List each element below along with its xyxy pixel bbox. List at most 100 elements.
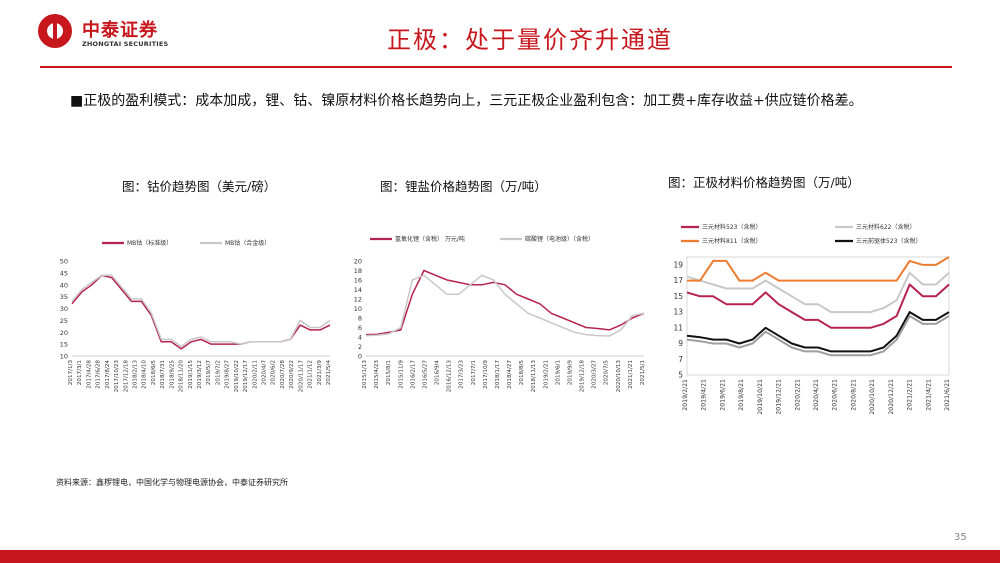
x-tick-label: 2021/5/1: [640, 360, 646, 386]
y-tick-label: 8: [358, 315, 362, 323]
y-tick-label: 4: [358, 334, 362, 342]
y-tick-label: 17: [673, 276, 683, 285]
y-tick-label: 10: [60, 353, 68, 361]
x-tick-label: 2018/6/5: [151, 360, 157, 386]
y-tick-label: 11: [673, 323, 683, 332]
x-tick-label: 2019/10/21: [757, 379, 764, 415]
x-tick-label: 2018/2/13: [133, 360, 139, 389]
x-tick-label: 2020/3/27: [592, 360, 598, 389]
y-tick-label: 10: [354, 305, 362, 313]
x-tick-label: 2017/7/1: [471, 360, 477, 386]
bullet-text: ■正极的盈利模式：成本加成，锂、钴、镍原材料价格长趋势向上，三元正极企业盈利包含…: [70, 93, 863, 109]
y-tick-label: 6: [358, 324, 362, 332]
logo-text-cn: 中泰证券: [82, 20, 158, 41]
y-tick-label: 40: [60, 281, 68, 289]
x-tick-label: 2020/2/11: [252, 360, 258, 389]
legend-label: 三元材料811（含税）: [702, 237, 761, 245]
company-logo: 中泰证券 ZHONGTAI SECURITIES: [38, 10, 228, 56]
x-tick-label: 2017/1/3: [68, 360, 74, 386]
x-tick-label: 2020/8/21: [850, 379, 857, 411]
y-tick-label: 15: [673, 292, 683, 301]
x-tick-label: 2021/1/12: [308, 360, 314, 389]
legend-label: 氢氧化锂（含税） 万元/吨: [395, 235, 465, 243]
y-tick-label: 20: [60, 329, 68, 337]
x-tick-label: 2021/4/21: [925, 379, 932, 411]
y-tick-label: 25: [60, 317, 68, 325]
series-line: [687, 256, 950, 282]
y-tick-label: 5: [678, 371, 683, 380]
x-tick-label: 2015/4/23: [374, 360, 380, 389]
y-tick-label: 7: [678, 355, 683, 364]
y-tick-label: 45: [60, 269, 68, 277]
x-tick-label: 2018/9/25: [169, 360, 175, 389]
page-number: 35: [954, 532, 967, 543]
legend-label: 三元材料523（含税）: [702, 223, 761, 231]
x-tick-label: 2017/8/24: [105, 360, 111, 389]
x-tick-label: 2019/4/21: [701, 379, 708, 411]
legend-label: 碳酸锂（电池级）（含税）: [525, 235, 594, 243]
x-tick-label: 2019/9/9: [567, 360, 573, 386]
y-tick-label: 14: [354, 286, 362, 294]
x-tick-label: 2018/4/10: [142, 360, 148, 389]
x-tick-label: 2016/2/17: [410, 360, 416, 389]
x-tick-label: 2019/2/21: [682, 379, 689, 411]
chart-title-cobalt: 图：钴价趋势图（美元/磅）: [122, 179, 277, 194]
cobalt-price-chart: 10 15 20 25 30 35 40 45 50 2017/1/3 2017/3/1 2017/4…: [60, 239, 332, 393]
x-tick-label: 2019/12/17: [243, 360, 249, 393]
x-tick-label: 2020/2/21: [794, 379, 801, 411]
x-tick-label: 2017/10/23: [114, 360, 120, 393]
y-tick-label: 16: [354, 277, 362, 285]
x-tick-label: 2019/8/27: [225, 360, 231, 389]
x-tick-label: 2019/7/2: [215, 360, 221, 385]
series-line: [71, 274, 331, 348]
x-tick-label: 2019/6/1: [555, 360, 561, 386]
x-tick-label: 2019/10/22: [234, 360, 240, 392]
x-tick-label: 2019/8/21: [738, 379, 745, 411]
x-tick-label: 2019/1/15: [188, 360, 194, 389]
x-tick-label: 2015/11/9: [398, 360, 404, 389]
x-tick-label: 2020/4/7: [262, 360, 268, 386]
logo-text-en: ZHONGTAI SECURITIES: [82, 40, 169, 48]
x-tick-label: 2021/5/4: [326, 360, 332, 386]
legend-label: MB钴（标准级）: [127, 239, 172, 247]
y-tick-label: 2: [358, 343, 362, 351]
x-tick-label: 2020/7/28: [280, 360, 286, 389]
logo-mark-icon: [38, 14, 72, 48]
x-tick-label: 2019/6/21: [719, 379, 726, 411]
x-tick-label: 2021/3/9: [317, 360, 323, 386]
y-tick-label: 0: [358, 353, 362, 361]
y-tick-label: 18: [354, 267, 362, 275]
x-tick-label: 2017/3/23: [459, 360, 465, 389]
x-tick-label: 2019/5/7: [206, 360, 212, 386]
cathode-price-chart: 5 7 9 11 13 15 17 19 2019/2/21 2019/4/21 2019/6/21…: [673, 223, 951, 415]
y-tick-label: 15: [60, 341, 68, 349]
x-tick-label: 2016/5/27: [422, 360, 428, 389]
x-tick-label: 2018/8/5: [519, 360, 525, 386]
series-line: [365, 274, 645, 337]
legend-label: 三元材料622（含税）: [856, 223, 915, 231]
x-tick-label: 2015/1/13: [362, 360, 368, 389]
x-tick-label: 2019/12/21: [776, 379, 783, 415]
x-tick-label: 2020/11/17: [298, 360, 304, 393]
x-tick-label: 2019/12/18: [580, 360, 586, 393]
x-tick-label: 2021/1/21: [628, 360, 634, 389]
y-tick-label: 35: [60, 293, 68, 301]
y-tick-label: 13: [673, 308, 683, 317]
y-tick-label: 50: [60, 258, 68, 266]
series-line: [686, 283, 950, 329]
x-tick-label: 2020/10/13: [616, 360, 622, 393]
chart-title-lithium: 图：锂盐价格趋势图（万/吨）: [380, 179, 547, 194]
x-tick-label: 2020/12/21: [888, 379, 895, 415]
x-tick-label: 2016/12/13: [447, 360, 453, 393]
x-tick-label: 2018/1/17: [495, 360, 501, 389]
x-tick-label: 2020/10/21: [869, 379, 876, 415]
title-divider: [40, 66, 952, 68]
x-tick-label: 2020/6/21: [832, 379, 839, 411]
series-line: [686, 311, 950, 353]
x-tick-label: 2017/4/28: [86, 360, 92, 389]
y-tick-label: 20: [354, 258, 362, 266]
legend-label: 三元前驱体523（含税）: [856, 237, 921, 245]
x-tick-label: 2020/7/5: [604, 360, 610, 386]
y-tick-label: 30: [60, 305, 68, 313]
